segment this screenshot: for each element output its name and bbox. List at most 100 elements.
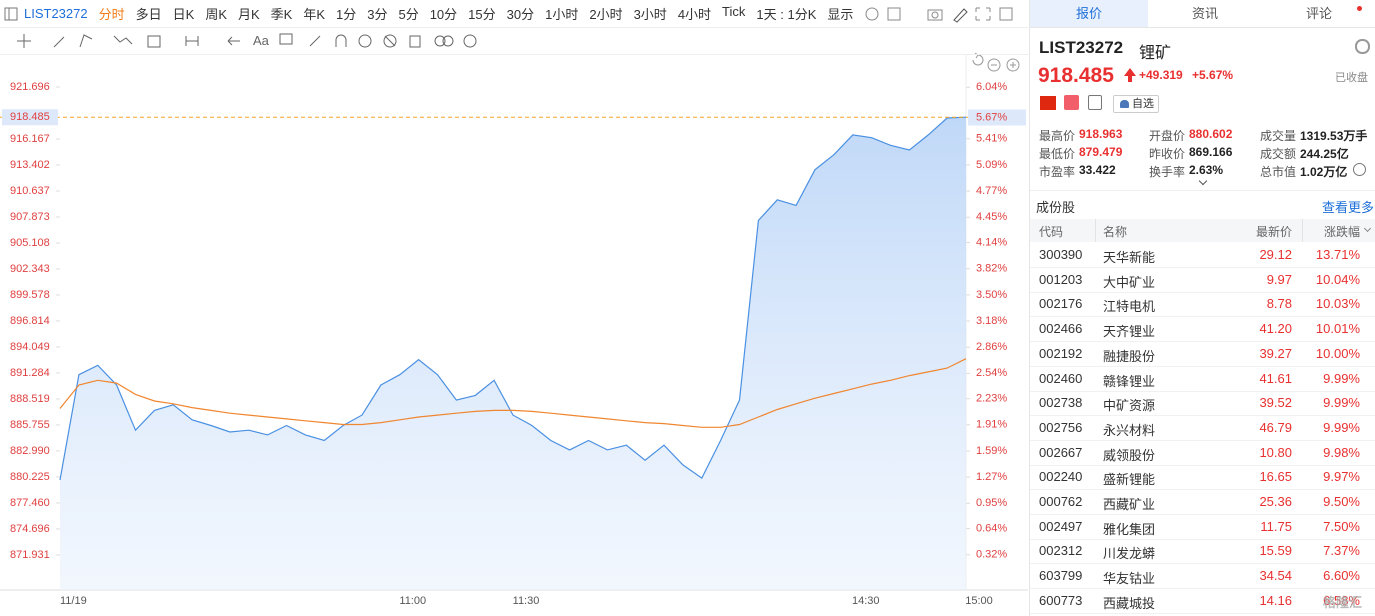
- drawing-tools[interactable]: [10, 28, 490, 54]
- more-stats[interactable]: [1198, 176, 1208, 186]
- expand-icon[interactable]: [1353, 163, 1366, 176]
- watch-button[interactable]: 自选: [1113, 95, 1159, 113]
- period-tab[interactable]: 4小时: [677, 7, 712, 22]
- stock-name[interactable]: 天华新能: [1103, 250, 1156, 265]
- average-line: [59, 358, 967, 428]
- period-tab[interactable]: 1小时: [545, 7, 579, 22]
- stock-name[interactable]: 永兴材料: [1103, 422, 1156, 438]
- stock-code: 300390: [1039, 247, 1083, 262]
- period-tab[interactable]: 周K: [205, 7, 227, 22]
- stock-name[interactable]: 赣锋锂业: [1103, 373, 1156, 389]
- y2-tick-label: 3.82%: [976, 263, 1007, 275]
- period-tab[interactable]: 15分: [468, 7, 496, 22]
- layout-icon[interactable]: [4, 7, 18, 21]
- stock-price: 39.52: [1259, 395, 1292, 411]
- chart: 921.696 916.167 913.402 910.637 907.873 905.1…: [0, 52, 1028, 607]
- tab[interactable]: 资讯: [1191, 6, 1218, 21]
- stock-change: 6.60%: [1323, 568, 1360, 584]
- stock-price: 25.36: [1259, 494, 1292, 509]
- stock-code: 002192: [1039, 345, 1083, 361]
- stock-change: 9.98%: [1323, 444, 1360, 460]
- stat-label: 最高价: [1039, 129, 1076, 143]
- tool-icons[interactable]: [864, 5, 1014, 23]
- stock-code: 002312: [1039, 543, 1083, 559]
- stock-name[interactable]: 江特电机: [1103, 299, 1156, 315]
- stock-name[interactable]: 融捷股份: [1103, 348, 1156, 364]
- stock-change: 10.04%: [1315, 271, 1360, 287]
- stock-change: 10.03%: [1315, 296, 1360, 312]
- stock-code: 000762: [1039, 494, 1083, 509]
- stock-name[interactable]: 雅化集团: [1103, 521, 1156, 537]
- stock-name[interactable]: 西藏矿业: [1103, 497, 1156, 512]
- stock-price: 14.16: [1259, 592, 1292, 608]
- list-icon: [1088, 95, 1102, 110]
- stock-price: 15.59: [1259, 543, 1292, 559]
- stock-name[interactable]: 盛新锂能: [1103, 472, 1156, 488]
- row-line: [1030, 514, 1375, 515]
- tab[interactable]: 报价: [1030, 0, 1148, 27]
- period-tab[interactable]: 10分: [429, 7, 458, 22]
- stock-name[interactable]: 华友钴业: [1103, 571, 1156, 587]
- period-tab[interactable]: 1分: [336, 7, 357, 22]
- column-header: 代码: [1039, 225, 1064, 239]
- period-tab[interactable]: 季K: [270, 7, 293, 22]
- row-line: [1030, 538, 1375, 540]
- period-tab[interactable]: 2小时: [589, 7, 623, 22]
- stock-price: 9.97: [1266, 271, 1292, 287]
- period-tab[interactable]: 3分: [367, 7, 388, 22]
- row-line: [1030, 316, 1375, 318]
- price-line: [59, 116, 967, 481]
- chart-controls[interactable]: [972, 52, 1020, 72]
- y-tick-label: 882.990: [10, 445, 50, 457]
- up-arrow: [1124, 68, 1136, 76]
- row-line: [1030, 612, 1375, 614]
- y-tick-label: 877.460: [10, 497, 50, 509]
- stock-change: 9.99%: [1323, 370, 1360, 386]
- period-tab[interactable]: 月K: [237, 7, 260, 22]
- display-select[interactable]: 显示: [827, 7, 854, 22]
- stock-name[interactable]: 天齐锂业: [1103, 324, 1156, 340]
- tab[interactable]: 评论: [1305, 6, 1332, 21]
- settings-icon[interactable]: [1355, 39, 1370, 54]
- watermark: 格隆汇: [1322, 595, 1362, 610]
- row-line: [1030, 390, 1375, 392]
- type-icon: [1064, 95, 1079, 110]
- row-line: [1030, 588, 1375, 590]
- stock-change: 9.99%: [1323, 419, 1360, 435]
- stock-price: 16.65: [1259, 469, 1292, 485]
- stock-name[interactable]: 大中矿业: [1103, 274, 1156, 290]
- stock-code: 001203: [1039, 271, 1083, 287]
- last-pct-label: 5.67%: [976, 111, 1007, 123]
- stock-name[interactable]: 西藏城投: [1103, 595, 1156, 611]
- y-tick-label: 916.167: [10, 133, 50, 145]
- text-tool[interactable]: Aa: [253, 33, 269, 48]
- period-tab[interactable]: 日K: [172, 7, 195, 22]
- stock-name[interactable]: 川发龙蟒: [1103, 546, 1156, 562]
- col-sep: [1302, 219, 1303, 242]
- change-pct: +5.67%: [1192, 68, 1234, 82]
- y-tick-label: 874.696: [10, 523, 50, 535]
- market-status: 已收盘: [1335, 72, 1368, 84]
- y-tick-label: 913.402: [10, 159, 50, 171]
- more-link[interactable]: 查看更多: [1321, 200, 1374, 215]
- stat-label: 开盘价: [1149, 129, 1186, 143]
- x-tick-label: 11:30: [513, 595, 540, 607]
- stock-name[interactable]: 中矿资源: [1103, 398, 1156, 414]
- period-tab[interactable]: Tick: [722, 4, 746, 19]
- stock-change: 7.37%: [1323, 543, 1360, 559]
- period-tab[interactable]: 30分: [506, 7, 535, 22]
- period-tab[interactable]: 多日: [135, 7, 162, 22]
- interval-select[interactable]: 1天 : 1分K: [756, 7, 817, 22]
- symbol[interactable]: LIST23272: [24, 6, 88, 21]
- stock-code: 002176: [1039, 296, 1083, 312]
- period-tab[interactable]: 3小时: [633, 7, 667, 22]
- y-tick-label: 905.108: [10, 237, 50, 249]
- stat-value: 244.25亿: [1300, 147, 1349, 161]
- stock-name[interactable]: 威领股份: [1103, 447, 1156, 463]
- period-tab[interactable]: 年K: [303, 7, 325, 22]
- stat-value: 2.63%: [1189, 163, 1224, 177]
- y2-tick-label: 1.27%: [976, 471, 1007, 483]
- period-tab[interactable]: 分时: [98, 7, 125, 22]
- period-tab[interactable]: 5分: [398, 7, 419, 22]
